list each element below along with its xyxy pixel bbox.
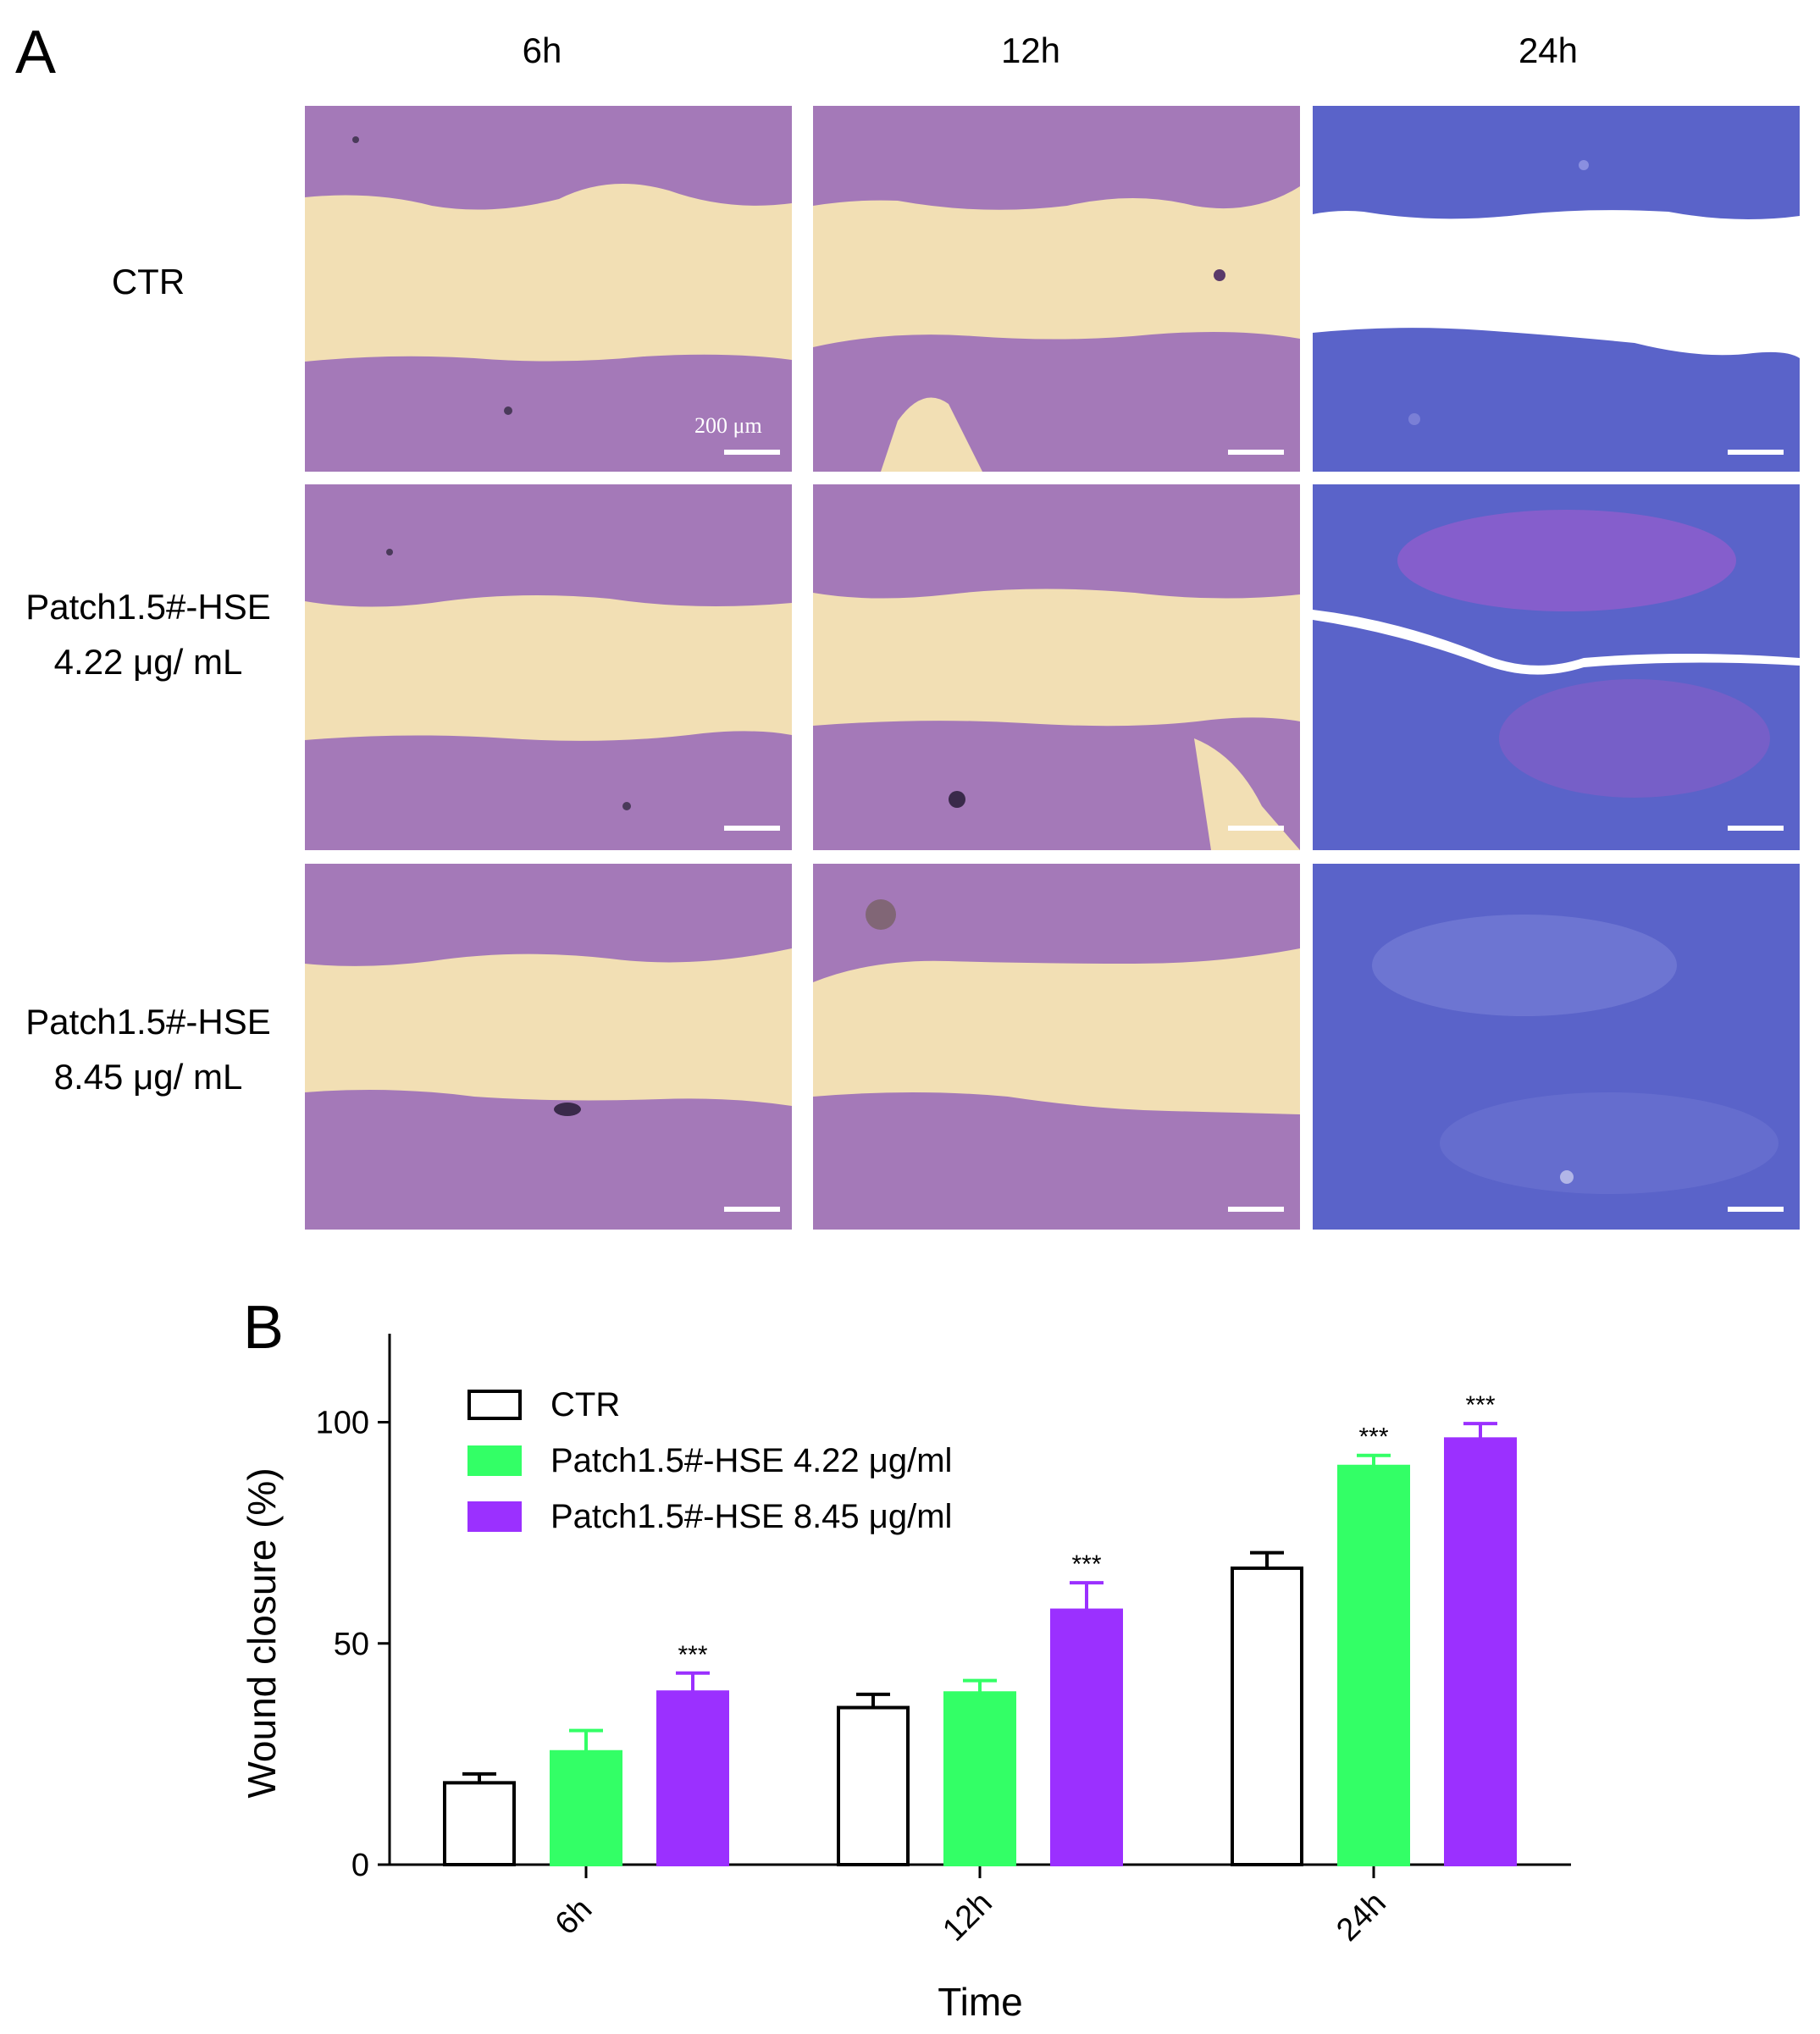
y-tick-label-0: 0 [351, 1848, 369, 1883]
y-tick-label-50: 50 [334, 1627, 369, 1662]
micrograph-dose-high-24h [1313, 864, 1800, 1230]
scale-bar-ctr-6h [724, 450, 780, 455]
row-label-dose-low: Patch1.5#-HSE 4.22 μg/ mL [4, 579, 292, 689]
wound-closure-bar-chart: 0 50 100 6h 12h 24h *** *** *** *** CTR Patch1.5#… [240, 1334, 1571, 2024]
scale-bar-dose-low-6h [724, 826, 780, 831]
row-label-dose-high-line2: 8.45 μg/ mL [53, 1057, 243, 1097]
column-header-6h: 6h [522, 30, 562, 70]
bar-24h-series-1 [1337, 1464, 1410, 1866]
y-axis-title: Wound closure (%) [240, 1467, 284, 1798]
legend-label-2: Patch1.5#-HSE 8.45 μg/ml [550, 1498, 952, 1535]
micrograph-dose-low-24h [1313, 484, 1800, 850]
micrograph-ctr-6h [305, 106, 792, 472]
x-tick-label-12h: 12h [936, 1885, 999, 1948]
row-label-dose-high-line1: Patch1.5#-HSE [25, 1002, 271, 1042]
scale-bar-dose-low-12h [1228, 826, 1284, 831]
scale-bar-dose-high-12h [1228, 1207, 1284, 1212]
bar-6h-series-2 [656, 1690, 729, 1866]
panel-b-letter: B [243, 1294, 285, 1362]
legend-swatch-1 [467, 1445, 522, 1476]
row-label-dose-low-line2: 4.22 μg/ mL [53, 642, 243, 683]
scale-bar-ctr-24h [1728, 450, 1784, 455]
micrograph-dose-low-6h [305, 484, 792, 850]
row-label-dose-low-line1: Patch1.5#-HSE [25, 587, 271, 627]
micrograph-dose-high-6h [305, 864, 792, 1230]
significance-12h-series-2: *** [1071, 1550, 1101, 1578]
scale-bar-ctr-12h [1228, 450, 1284, 455]
x-tick-label-6h: 6h [549, 1892, 600, 1943]
significance-6h-series-2: *** [678, 1641, 707, 1669]
chart-bars: *** *** *** *** [443, 1391, 1517, 1867]
x-tick-label-24h: 24h [1330, 1885, 1393, 1948]
bar-12h-series-2 [1050, 1608, 1123, 1866]
bar-12h-series-1 [943, 1691, 1016, 1866]
micrograph-dose-low-12h [813, 484, 1300, 850]
micrograph-ctr-12h [813, 106, 1300, 472]
bar-6h-series-0 [443, 1781, 516, 1867]
bar-6h-series-1 [550, 1749, 622, 1867]
legend-label-0: CTR [550, 1386, 620, 1423]
row-label-dose-high: Patch1.5#-HSE 8.45 μg/ mL [4, 994, 292, 1104]
scale-bar-dose-high-24h [1728, 1207, 1784, 1212]
row-label-ctr: CTR [4, 254, 292, 309]
column-header-24h: 24h [1518, 30, 1579, 70]
row-label-ctr-line1: CTR [111, 262, 185, 301]
x-axis-title: Time [938, 1980, 1023, 2024]
scale-bar-label: 200 μm [694, 413, 762, 438]
bar-24h-series-2 [1444, 1437, 1517, 1866]
y-tick-label-100: 100 [316, 1406, 369, 1441]
scale-bar-dose-high-6h [724, 1207, 780, 1212]
legend-label-1: Patch1.5#-HSE 4.22 μg/ml [550, 1442, 952, 1479]
panel-a-letter: A [15, 19, 57, 86]
bar-24h-series-0 [1231, 1566, 1303, 1866]
legend-swatch-0 [467, 1390, 522, 1420]
significance-24h-series-1: *** [1358, 1423, 1388, 1451]
micrograph-dose-high-12h [813, 864, 1300, 1230]
legend-swatch-2 [467, 1501, 522, 1532]
chart-legend: CTR Patch1.5#-HSE 4.22 μg/ml Patch1.5#-HSE… [467, 1386, 952, 1535]
micrograph-ctr-24h [1313, 106, 1800, 472]
chart-labels: Time Wound closure (%) [240, 1467, 1023, 2024]
scale-bar-dose-low-24h [1728, 826, 1784, 831]
bar-12h-series-0 [837, 1705, 910, 1867]
significance-24h-series-2: *** [1465, 1391, 1495, 1419]
column-header-12h: 12h [1000, 30, 1061, 70]
